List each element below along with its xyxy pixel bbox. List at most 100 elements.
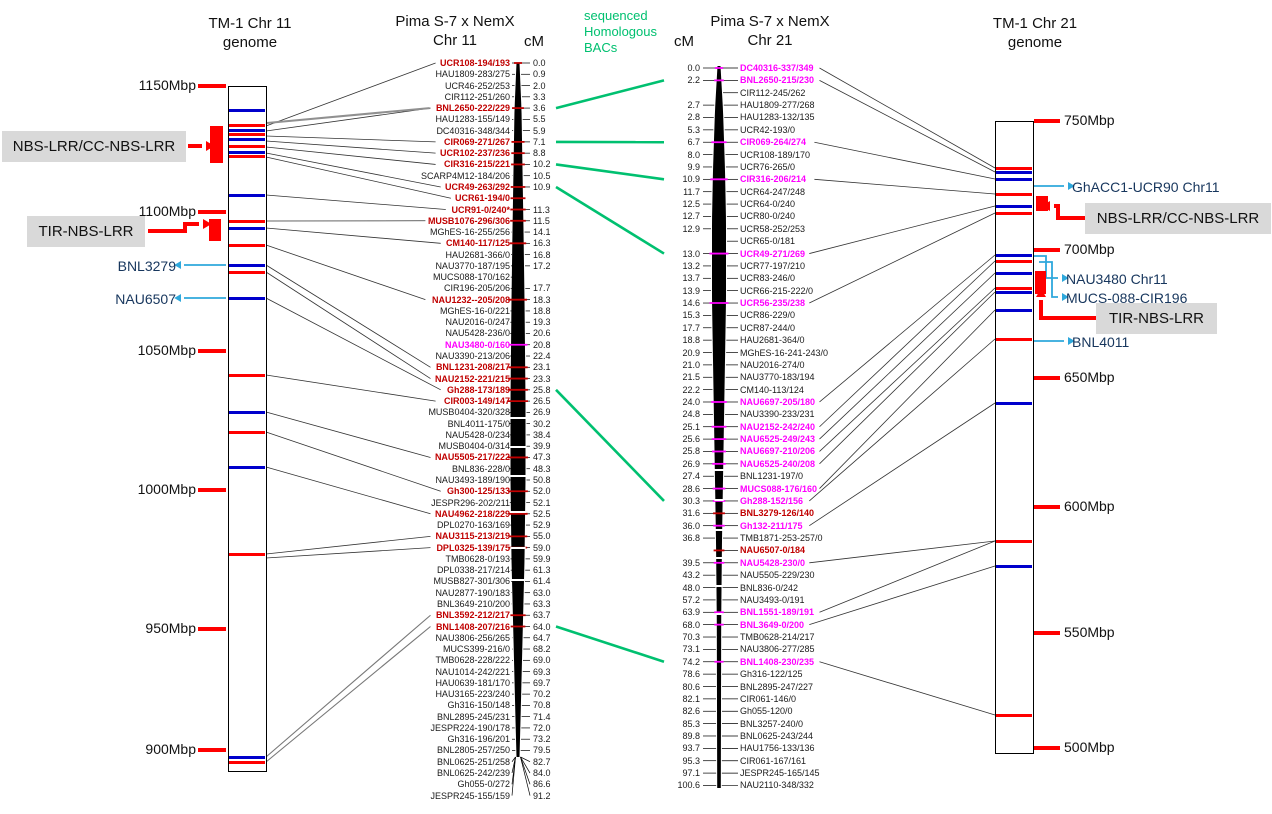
chr21-marker-label: BNL3649-0/200 [740,619,805,630]
chr11-cm-value: 69.0 [533,655,551,666]
chr11-marker-label: CM140-117/125 [445,238,510,249]
connector-line [819,80,996,173]
chr11-marker-label: NAU3770-187/195 [435,260,510,271]
chr21-marker-label: TMB1871-253-257/0 [740,533,823,544]
chr21-cm-value: 57.2 [682,594,700,605]
nau6507-label: NAU6507 [115,291,176,307]
chr11-marker-label: BNL2895-245/231 [436,711,510,722]
chr11-cm-value: 69.3 [533,666,551,677]
left-bar-band [229,761,265,764]
connector-line [520,756,531,763]
chr11-cm-value: 7.1 [533,136,546,147]
chr11-marker-label: CIR069-271/267 [443,136,510,147]
chr11-cm-value: 10.9 [533,181,551,192]
chr11-marker-label: MUSB827-301/306 [433,576,510,587]
connector-line [814,141,996,180]
chr21-marker-label: CM140-113/124 [740,384,804,395]
connector-line [265,140,436,154]
chr11-marker-label: NAU2016-0/247 [445,317,510,328]
left-scale-label: 1000Mbp [137,481,196,497]
chr11-marker-label: MUCS399-216/0 [442,644,510,655]
chr11-cm-value: 63.0 [533,587,551,598]
connector-line [265,264,431,368]
right-map-title: TM-1 Chr 21 genome [955,14,1115,52]
chr11-marker-label: NAU1014-242/221 [435,666,510,677]
chr11-marker-label: MGhES-16-0/221 [439,305,510,316]
right-bar-band [996,338,1032,341]
chr21-cm-value: 10.9 [682,174,700,185]
chr11-cm-value: 91.2 [533,790,551,801]
chr21-cm-value: 48.0 [682,582,700,593]
chr11-marker-label: MUCS088-170/162 [432,272,510,283]
chr11-cm-value: 39.9 [533,441,551,452]
connector-line [265,535,431,555]
chr11-cm-value: 0.9 [533,69,546,80]
chr11-marker-label: JESPR296-202/211 [431,497,510,508]
chr11-marker-label: MUSB1076-296/306 [427,215,510,226]
left-bar-band [229,264,265,267]
chr11-cm-value: 3.3 [533,91,546,102]
connector-line [265,466,431,515]
connector-line [265,626,431,763]
chr21-cm-value: 8.0 [687,149,700,160]
chr21-cm-value: 25.8 [682,446,700,457]
connector-line [819,540,996,613]
right-bar-band [996,272,1032,275]
chr11-marker-label: BNL0625-242/239 [436,768,510,778]
chr21-marker-label: BNL1408-230/235 [740,656,815,667]
chr11-marker-label: JESPR224-190/178 [430,722,510,733]
connector-line [809,205,996,254]
chr11-map-title: Pima S-7 x NemX Chr 11 [365,12,545,50]
connector-line [555,79,665,110]
chr11-cm-value: 82.7 [533,756,551,767]
chr21-cm-value: 14.6 [682,298,700,309]
chr21-marker-label: HAU1283-132/135 [740,112,815,123]
ghacc1-ucr90-label: GhACC1-UCR90 Chr11 [1072,179,1220,195]
chr21-cm-value: 13.2 [682,260,700,271]
chr11-cm-value: 59.9 [533,553,551,564]
right-map-title-line1: TM-1 Chr 21 [992,15,1078,32]
connector-line [265,244,426,301]
connector-line [265,431,441,492]
chr21-marker-label: UCR108-189/170 [740,149,811,160]
chr21-marker-label: UCR86-229/0 [740,310,796,321]
chr21-marker-label: UCR87-244/0 [740,322,796,333]
connector-line [265,194,446,210]
connector-line [265,297,441,391]
chr11-marker-label: BNL0625-251/258 [436,756,510,767]
chr11-cm-value: 64.7 [533,632,551,643]
left-bar-band [229,244,265,247]
chr21-marker-label: UCR80-0/240 [740,211,796,222]
chr11-cm-value: 84.0 [533,768,551,778]
right-scale-label: 550Mbp [1064,624,1115,640]
chr21-cm-value: 15.3 [682,310,700,321]
chr21-marker-label: NAU6525-240/208 [740,458,816,469]
connector-line [555,388,665,502]
chr11-marker-label: BNL4011-175/0 [447,418,510,429]
chr21-cm-value: 0.0 [687,63,700,73]
chr11-cm-value: 25.8 [533,384,551,395]
chr21-cm-value: 82.6 [682,706,700,717]
tm1-chr11-chromosome-bar [228,86,267,772]
chr21-marker-label: CIR061-146/0 [740,693,797,704]
chr11-marker-label: MGhES-16-255/256 [429,227,510,238]
right-bar-band [996,287,1032,290]
right-bar-band [996,540,1032,543]
chr11-marker-label: BNL836-228/0 [451,463,510,474]
chr21-cm-value: 12.7 [682,211,700,222]
chr21-marker-label: MUCS088-176/160 [740,483,818,494]
connector-line [555,625,665,663]
chr21-cm-value: 30.3 [682,495,700,506]
chr21-marker-label: NAU6697-205/180 [740,396,816,407]
left-scale-label: 900Mbp [145,741,196,757]
chr21-marker-label: NAU3770-183/194 [740,372,815,383]
chr11-cm-value: 52.5 [533,508,551,519]
arrowhead-right [1062,274,1069,282]
arrowhead-left [174,294,181,302]
chr11-cm-value: 59.0 [533,542,551,553]
chr11-marker-label: CIR316-215/221 [443,159,510,170]
connector-line [265,271,431,379]
chr11-marker-label: NAU5428-0/234 [445,429,510,440]
connector-line [809,338,996,502]
right-bar-band [996,714,1032,717]
